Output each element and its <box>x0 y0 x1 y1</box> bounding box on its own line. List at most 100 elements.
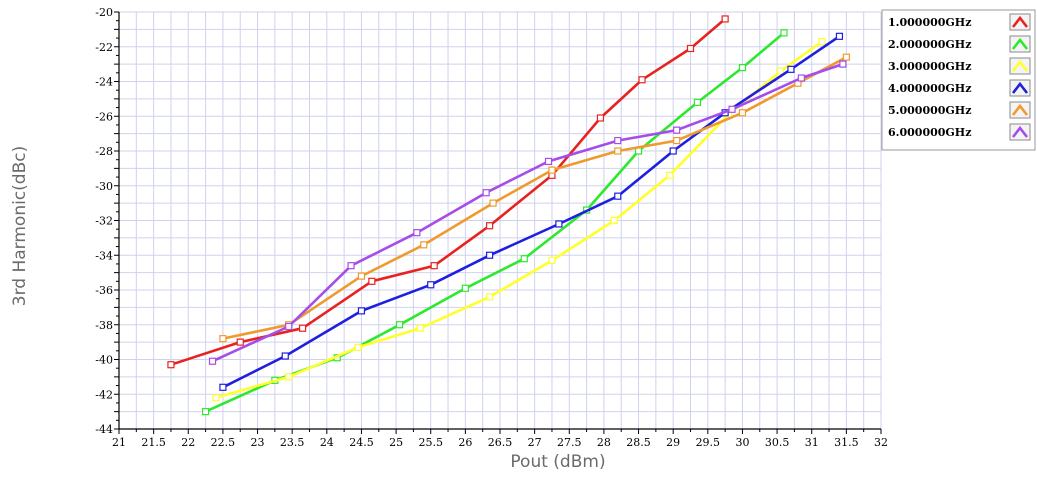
series-4 <box>219 32 844 391</box>
data-point <box>357 307 366 315</box>
data-point <box>839 60 847 68</box>
x-tick-label: 25 <box>389 436 403 449</box>
data-point <box>461 284 469 292</box>
legend-label: 5.000000GHz <box>888 104 971 117</box>
x-tick-label: 30.5 <box>765 436 790 449</box>
legend-label: 4.000000GHz <box>888 82 971 95</box>
y-tick-label: -44 <box>95 423 113 436</box>
legend-label: 3.000000GHz <box>888 60 971 73</box>
x-tick-label: 21 <box>112 436 126 449</box>
y-tick-label: -24 <box>95 76 113 89</box>
x-tick-label: 24.5 <box>349 436 374 449</box>
data-point <box>420 241 428 249</box>
x-tick-label: 25.5 <box>418 436 443 449</box>
data-point <box>416 324 424 332</box>
legend-label: 6.000000GHz <box>888 126 971 139</box>
data-point <box>281 352 289 360</box>
y-tick-label: -40 <box>95 354 113 367</box>
data-point <box>842 53 850 61</box>
data-point <box>614 147 622 155</box>
data-point <box>787 65 795 73</box>
x-axis-title: Pout (dBm) <box>510 452 606 472</box>
data-point <box>357 272 366 280</box>
data-point <box>427 281 435 289</box>
y-tick-label: -28 <box>95 145 113 158</box>
legend: 1.000000GHz 2.000000GHz 3.000000GHz 4.00000… <box>881 9 1036 151</box>
data-point <box>610 216 618 225</box>
y-tick-label: -30 <box>95 180 113 193</box>
data-point <box>486 222 494 230</box>
data-point <box>354 343 362 351</box>
x-tick-label: 28.5 <box>626 436 651 449</box>
legend-label: 2.000000GHz <box>888 38 971 51</box>
data-point <box>693 98 702 106</box>
x-tick-label: 31 <box>805 436 819 449</box>
x-tick-label: 32 <box>874 436 888 449</box>
data-point <box>486 293 494 301</box>
x-tick-label: 24 <box>320 436 334 449</box>
y-tick-label: -34 <box>95 249 113 262</box>
legend-swatch <box>1011 59 1029 72</box>
data-point <box>219 335 227 343</box>
y-tick-label: -22 <box>95 41 113 54</box>
data-point <box>666 171 674 179</box>
data-point <box>638 76 646 84</box>
series-1 <box>167 15 729 369</box>
data-point <box>686 44 695 53</box>
data-point <box>212 394 220 402</box>
data-point <box>285 373 293 381</box>
data-point <box>776 67 785 75</box>
data-point <box>520 255 528 263</box>
legend-swatch <box>1011 81 1029 94</box>
data-point <box>219 383 227 391</box>
data-point <box>728 105 736 113</box>
x-tick-label: 31.5 <box>834 436 859 449</box>
legend-swatch <box>1011 15 1029 28</box>
y-tick-label: -42 <box>95 388 113 401</box>
data-point <box>236 338 244 346</box>
y-tick-label: -38 <box>95 319 113 332</box>
x-tick-label: 30 <box>735 436 749 449</box>
data-point <box>201 408 210 416</box>
data-point <box>544 157 553 166</box>
y-tick-label: -26 <box>95 110 113 123</box>
data-point <box>721 15 729 23</box>
data-point <box>818 37 826 46</box>
x-tick-label: 23.5 <box>280 436 305 449</box>
data-point <box>738 63 747 72</box>
data-point <box>208 357 217 365</box>
data-point <box>368 277 376 285</box>
data-point <box>285 322 293 331</box>
x-tick-label: 29 <box>666 436 680 449</box>
x-tick-label: 22 <box>181 436 195 449</box>
data-point <box>347 262 355 270</box>
x-tick-label: 26.5 <box>488 436 513 449</box>
data-point <box>486 251 494 259</box>
data-point <box>673 136 681 145</box>
x-tick-label: 27 <box>528 436 542 449</box>
x-tick-label: 26 <box>458 436 472 449</box>
data-point <box>430 262 438 270</box>
legend-swatch <box>1011 125 1029 138</box>
data-point <box>797 74 805 82</box>
data-point <box>673 126 681 134</box>
x-tick-label: 28 <box>597 436 611 449</box>
data-point <box>614 192 622 200</box>
data-point <box>614 136 622 145</box>
ticks: 21 21.5 22 22.5 23 23.5 24 24.5 25 25.5 26 26.5 27 27… <box>95 6 888 449</box>
series-6 <box>208 60 847 365</box>
legend-swatch <box>1011 37 1029 50</box>
legend-label: 1.000000GHz <box>888 16 971 29</box>
data-point <box>167 361 175 369</box>
legend-swatch <box>1011 103 1029 116</box>
x-tick-label: 29.5 <box>696 436 721 449</box>
data-point <box>413 229 421 237</box>
data-point <box>835 32 844 40</box>
data-point <box>482 189 490 197</box>
data-point <box>780 29 788 37</box>
data-point <box>555 220 563 228</box>
data-point <box>596 114 605 122</box>
y-tick-label: -36 <box>95 284 113 297</box>
